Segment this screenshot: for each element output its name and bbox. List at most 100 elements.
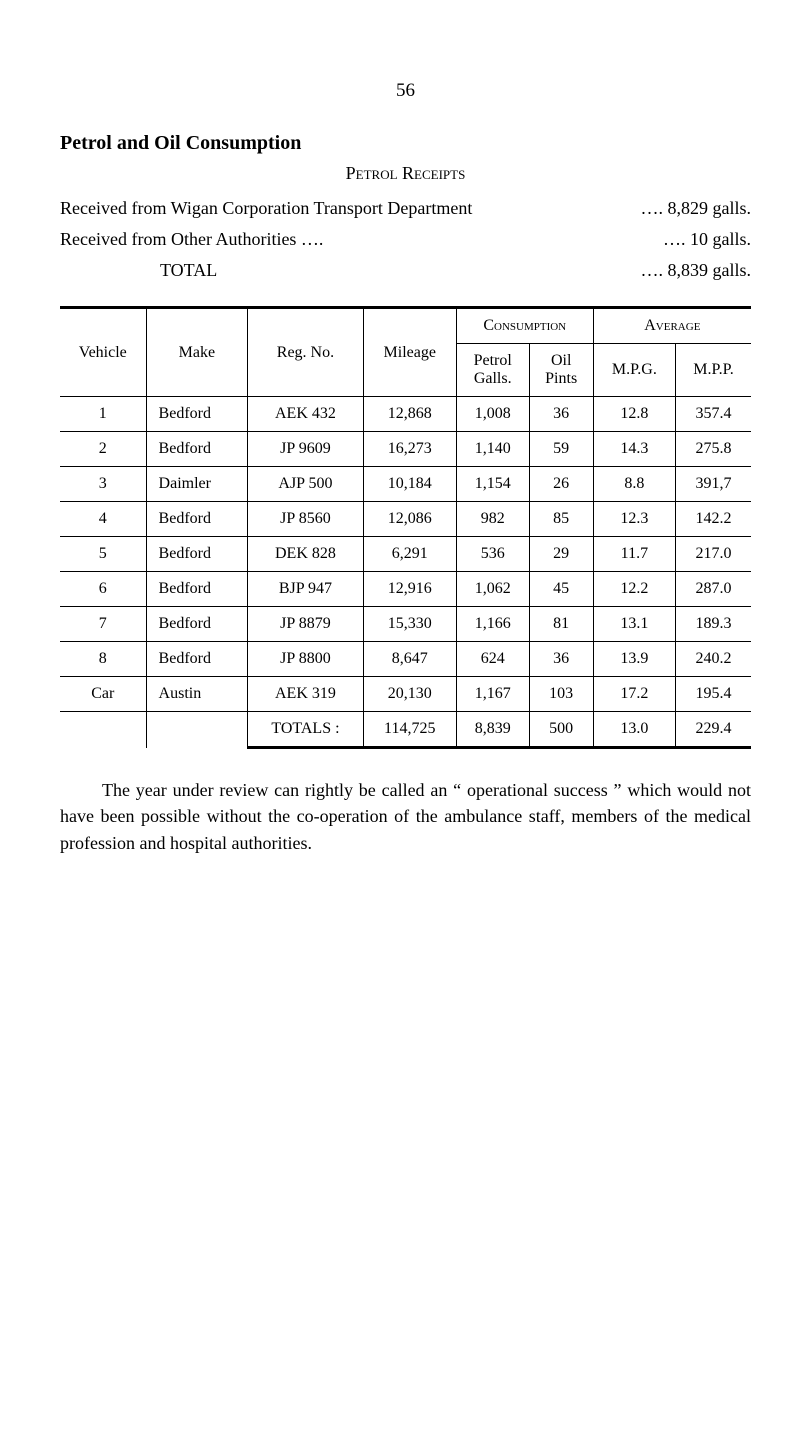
table-cell: 29 <box>529 537 593 572</box>
table-cell: 13.9 <box>593 642 675 677</box>
table-cell: Daimler <box>146 467 248 502</box>
col-oil-pints: Oil Pints <box>529 344 593 397</box>
table-cell: 1,166 <box>456 607 529 642</box>
table-cell: 14.3 <box>593 432 675 467</box>
table-header-row-1: Vehicle Make Reg. No. Mileage Consumptio… <box>60 309 751 344</box>
table-cell: 7 <box>60 607 146 642</box>
table-cell: 229.4 <box>676 712 751 748</box>
table-row: 6BedfordBJP 94712,9161,0624512.2287.0 <box>60 572 751 607</box>
table-cell: 8 <box>60 642 146 677</box>
table-cell: 3 <box>60 467 146 502</box>
table-cell: 114,725 <box>363 712 456 748</box>
table-cell: 20,130 <box>363 677 456 712</box>
receipt-line: Received from Other Authorities …. …. 10… <box>60 225 751 254</box>
col-petrol-galls: Petrol Galls. <box>456 344 529 397</box>
table-cell: 982 <box>456 502 529 537</box>
table-cell: 13.0 <box>593 712 675 748</box>
col-mpg: M.P.G. <box>593 344 675 397</box>
table-cell: 624 <box>456 642 529 677</box>
table-cell: 217.0 <box>676 537 751 572</box>
col-reg-no: Reg. No. <box>248 309 364 397</box>
table-cell: 10,184 <box>363 467 456 502</box>
table-cell: 12.3 <box>593 502 675 537</box>
table-cell: 1,167 <box>456 677 529 712</box>
table-cell: Bedford <box>146 572 248 607</box>
col-make: Make <box>146 309 248 397</box>
table-row: 5BedfordDEK 8286,2915362911.7217.0 <box>60 537 751 572</box>
table-cell: 16,273 <box>363 432 456 467</box>
table-cell: 12,916 <box>363 572 456 607</box>
table-cell: JP 8560 <box>248 502 364 537</box>
table-cell: 12,086 <box>363 502 456 537</box>
table-cell: Bedford <box>146 537 248 572</box>
table-cell: JP 8800 <box>248 642 364 677</box>
receipt-value: …. 10 galls. <box>631 225 751 254</box>
consumption-table: Vehicle Make Reg. No. Mileage Consumptio… <box>60 308 751 749</box>
table-cell: 189.3 <box>676 607 751 642</box>
receipt-value: …. 8,839 galls. <box>631 256 751 285</box>
table-cell: 8,839 <box>456 712 529 748</box>
table-cell: 12,868 <box>363 397 456 432</box>
table-cell: 36 <box>529 642 593 677</box>
table-cell: 275.8 <box>676 432 751 467</box>
table-cell: TOTALS : <box>248 712 364 748</box>
table-cell: 287.0 <box>676 572 751 607</box>
table-cell: Car <box>60 677 146 712</box>
table-cell: JP 8879 <box>248 607 364 642</box>
table-cell: Bedford <box>146 607 248 642</box>
table-cell: 195.4 <box>676 677 751 712</box>
receipt-line: Received from Wigan Corporation Transpor… <box>60 194 751 223</box>
table-cell: Bedford <box>146 502 248 537</box>
page-number: 56 <box>60 80 751 102</box>
table-row: 4BedfordJP 856012,0869828512.3142.2 <box>60 502 751 537</box>
receipt-dots <box>323 225 631 254</box>
col-mpp: M.P.P. <box>676 344 751 397</box>
receipt-line: TOTAL …. 8,839 galls. <box>60 256 751 285</box>
table-cell: AEK 319 <box>248 677 364 712</box>
table-cell: 103 <box>529 677 593 712</box>
table-cell: 11.7 <box>593 537 675 572</box>
table-cell: 1,154 <box>456 467 529 502</box>
col-consumption: Consumption <box>456 309 593 344</box>
table-cell: 12.8 <box>593 397 675 432</box>
table-cell: BJP 947 <box>248 572 364 607</box>
table-cell: 1 <box>60 397 146 432</box>
table-cell: 2 <box>60 432 146 467</box>
subsection-title: Petrol Receipts <box>60 163 751 184</box>
section-title: Petrol and Oil Consumption <box>60 132 751 155</box>
table-cell: 81 <box>529 607 593 642</box>
table-cell: 1,008 <box>456 397 529 432</box>
table-cell: 6,291 <box>363 537 456 572</box>
table-row: CarAustinAEK 31920,1301,16710317.2195.4 <box>60 677 751 712</box>
table-cell: 8,647 <box>363 642 456 677</box>
table-row: 2BedfordJP 960916,2731,1405914.3275.8 <box>60 432 751 467</box>
table-cell: AEK 432 <box>248 397 364 432</box>
table-cell: 17.2 <box>593 677 675 712</box>
table-cell: 536 <box>456 537 529 572</box>
table-cell: 15,330 <box>363 607 456 642</box>
table-row: 7BedfordJP 887915,3301,1668113.1189.3 <box>60 607 751 642</box>
table-cell: 240.2 <box>676 642 751 677</box>
table-cell: 142.2 <box>676 502 751 537</box>
receipt-dots <box>472 194 631 223</box>
table-cell: 4 <box>60 502 146 537</box>
table-row: 3DaimlerAJP 50010,1841,154268.8391,7 <box>60 467 751 502</box>
receipt-label: Received from Other Authorities …. <box>60 225 323 254</box>
table-row: 1BedfordAEK 43212,8681,0083612.8357.4 <box>60 397 751 432</box>
table-cell: 59 <box>529 432 593 467</box>
table-cell: JP 9609 <box>248 432 364 467</box>
table-cell: Austin <box>146 677 248 712</box>
table-cell <box>60 712 146 748</box>
receipt-label: Received from Wigan Corporation Transpor… <box>60 194 472 223</box>
table-cell: 8.8 <box>593 467 675 502</box>
table-cell: Bedford <box>146 642 248 677</box>
table-cell: 391,7 <box>676 467 751 502</box>
table-cell: 36 <box>529 397 593 432</box>
table-cell: DEK 828 <box>248 537 364 572</box>
table-totals-row: TOTALS :114,7258,83950013.0229.4 <box>60 712 751 748</box>
table-cell: 6 <box>60 572 146 607</box>
receipts-block: Received from Wigan Corporation Transpor… <box>60 194 751 284</box>
receipt-dots <box>217 256 631 285</box>
table-row: 8BedfordJP 88008,6476243613.9240.2 <box>60 642 751 677</box>
receipt-total-label: TOTAL <box>60 256 217 285</box>
